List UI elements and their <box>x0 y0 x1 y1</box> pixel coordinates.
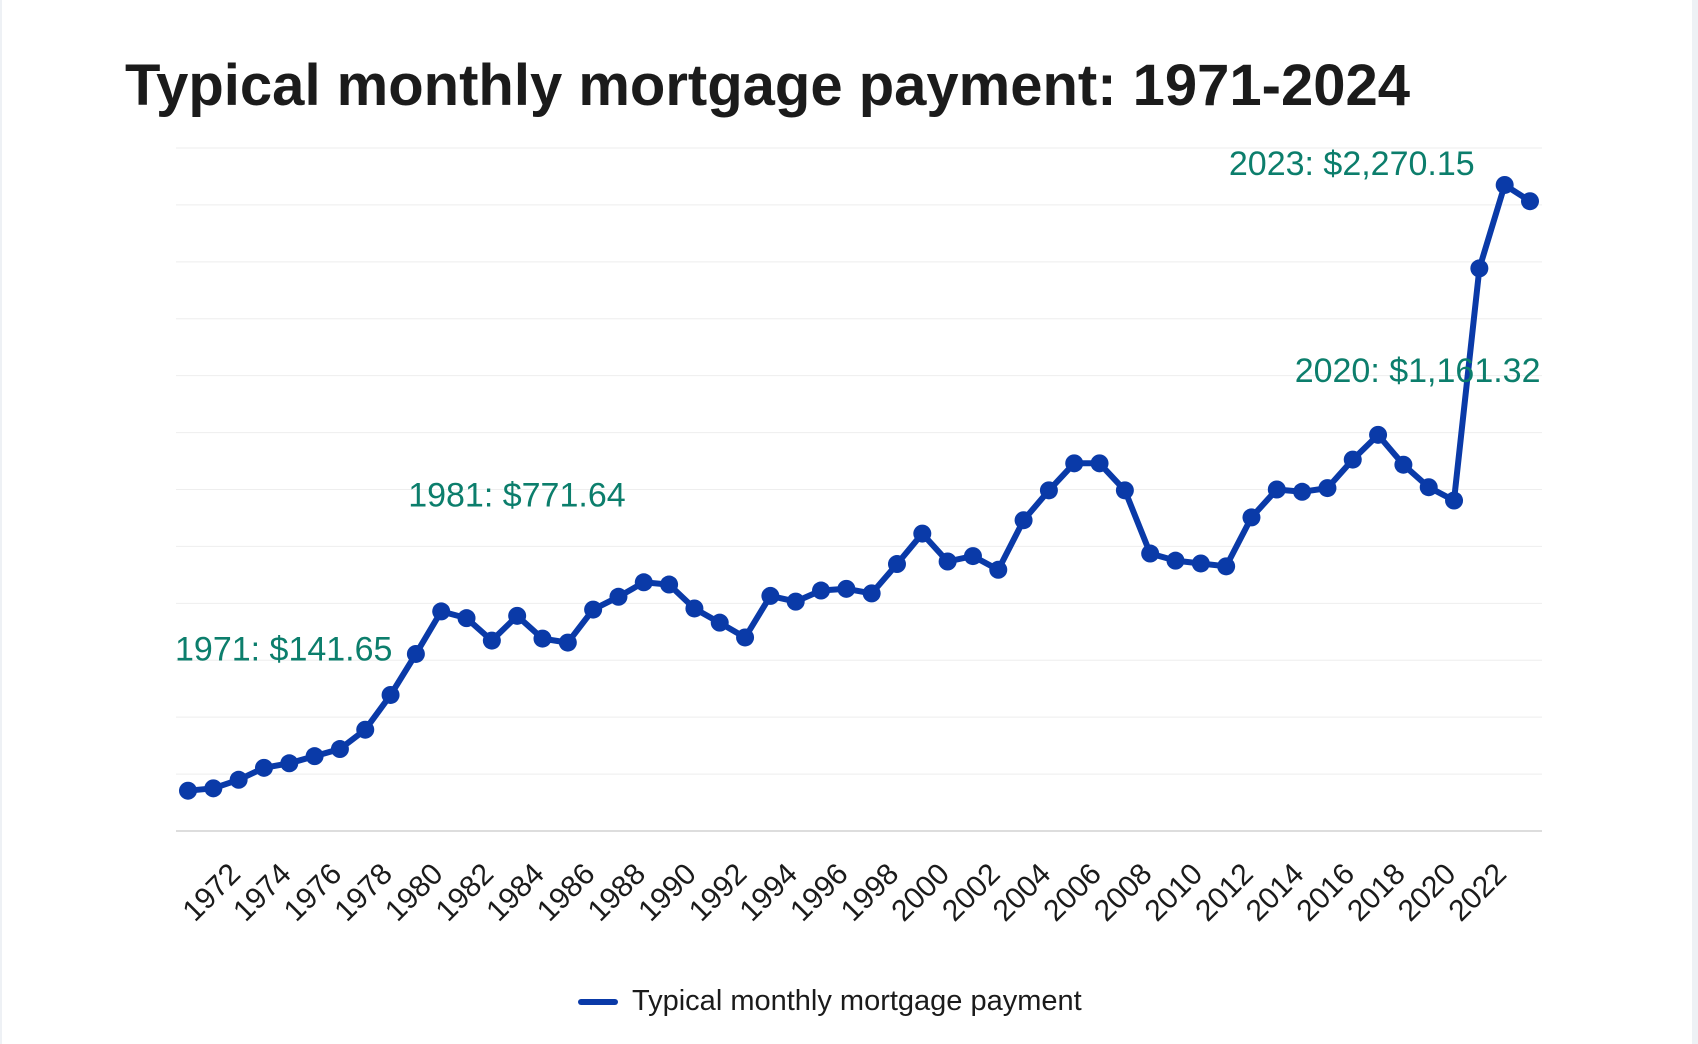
x-tick-label: 2014 <box>1240 857 1311 928</box>
x-tick-label: 1982 <box>430 857 501 928</box>
data-point[interactable] <box>660 575 679 594</box>
data-point[interactable] <box>609 587 628 606</box>
x-tick-label: 1974 <box>227 857 298 928</box>
right-edge <box>1692 0 1698 1044</box>
data-points <box>179 175 1539 800</box>
x-tick-label: 2022 <box>1442 857 1513 928</box>
data-point[interactable] <box>406 644 425 663</box>
left-edge <box>0 0 2 1044</box>
data-point[interactable] <box>1267 480 1286 499</box>
data-point[interactable] <box>482 631 501 650</box>
chart-title: Typical monthly mortgage payment: 1971-2… <box>125 53 1411 118</box>
data-point[interactable] <box>1014 511 1033 530</box>
data-point[interactable] <box>1191 554 1210 573</box>
x-tick-label: 2006 <box>1037 857 1108 928</box>
data-point[interactable] <box>533 629 552 648</box>
data-point[interactable] <box>558 633 577 652</box>
data-point[interactable] <box>1394 455 1413 474</box>
annotation-label: 1981: $771.64 <box>408 476 625 514</box>
data-point[interactable] <box>1065 454 1084 473</box>
legend-swatch <box>578 998 618 1005</box>
data-point[interactable] <box>1141 544 1160 563</box>
data-point[interactable] <box>710 613 729 632</box>
x-tick-label: 1998 <box>835 857 906 928</box>
data-point[interactable] <box>812 581 831 600</box>
data-point[interactable] <box>1318 479 1337 498</box>
x-tick-label: 1978 <box>328 857 399 928</box>
legend-label: Typical monthly mortgage payment <box>632 985 1082 1017</box>
data-point[interactable] <box>280 754 299 773</box>
x-tick-label: 1994 <box>733 857 804 928</box>
x-tick-label: 2020 <box>1392 857 1463 928</box>
data-point[interactable] <box>1242 508 1261 527</box>
x-tick-label: 2018 <box>1341 857 1412 928</box>
data-point[interactable] <box>1166 551 1185 570</box>
x-tick-label: 1972 <box>176 857 247 928</box>
x-tick-label: 2000 <box>885 857 956 928</box>
x-tick-label: 1984 <box>480 857 551 928</box>
x-tick-label: 2012 <box>1189 857 1260 928</box>
x-tick-label: 1990 <box>632 857 703 928</box>
x-tick-label: 2002 <box>936 857 1007 928</box>
data-point[interactable] <box>1090 454 1109 473</box>
data-point[interactable] <box>634 573 653 592</box>
x-tick-label: 1986 <box>531 857 602 928</box>
data-point[interactable] <box>1217 557 1236 576</box>
data-point[interactable] <box>1369 425 1388 444</box>
data-point[interactable] <box>685 599 704 618</box>
data-point[interactable] <box>989 560 1008 579</box>
data-point[interactable] <box>229 770 248 789</box>
x-tick-label: 2008 <box>1088 857 1159 928</box>
data-point[interactable] <box>786 592 805 611</box>
gridlines <box>176 147 1542 775</box>
data-point[interactable] <box>1521 192 1539 211</box>
x-tick-label: 2004 <box>987 857 1058 928</box>
data-point[interactable] <box>1445 491 1464 510</box>
x-tick-label: 1992 <box>683 857 754 928</box>
data-point[interactable] <box>305 747 324 766</box>
data-point[interactable] <box>837 579 856 598</box>
annotations: 1971: $141.65 1981: $771.64 2020: $1,161.3… <box>175 145 1541 669</box>
data-point[interactable] <box>1115 481 1134 500</box>
data-point[interactable] <box>1039 481 1058 500</box>
data-point[interactable] <box>381 685 400 704</box>
annotation-label: 2020: $1,161.32 <box>1295 352 1541 390</box>
data-point[interactable] <box>204 779 223 798</box>
data-point[interactable] <box>736 628 755 647</box>
annotation-label: 2023: $2,270.15 <box>1229 145 1475 183</box>
data-point[interactable] <box>887 555 906 574</box>
data-point[interactable] <box>457 609 476 628</box>
x-tick-label: 1976 <box>278 857 349 928</box>
legend[interactable]: Typical monthly mortgage payment <box>578 985 1082 1018</box>
annotation-label: 1971: $141.65 <box>175 631 392 669</box>
data-point[interactable] <box>862 584 881 603</box>
data-point[interactable] <box>1495 175 1514 194</box>
data-point[interactable] <box>508 606 527 625</box>
data-point[interactable] <box>356 720 375 739</box>
x-tick-label: 2016 <box>1291 857 1362 928</box>
data-point[interactable] <box>913 524 932 543</box>
data-point[interactable] <box>1470 259 1489 278</box>
data-point[interactable] <box>963 547 982 566</box>
x-tick-label: 1996 <box>784 857 855 928</box>
data-point[interactable] <box>761 586 780 605</box>
data-point[interactable] <box>1343 450 1362 469</box>
data-point[interactable] <box>254 758 273 777</box>
x-axis: 1972197419761978198019821984198619881990… <box>176 830 1542 928</box>
data-point[interactable] <box>432 602 451 621</box>
data-point[interactable] <box>938 552 957 571</box>
x-tick-label: 1988 <box>582 857 653 928</box>
data-point[interactable] <box>330 740 349 759</box>
x-tick-label: 2010 <box>1139 857 1210 928</box>
data-point[interactable] <box>179 781 197 800</box>
x-tick-label: 1980 <box>379 857 450 928</box>
data-point[interactable] <box>1293 482 1312 501</box>
data-point[interactable] <box>584 600 603 619</box>
data-point[interactable] <box>1419 478 1438 497</box>
